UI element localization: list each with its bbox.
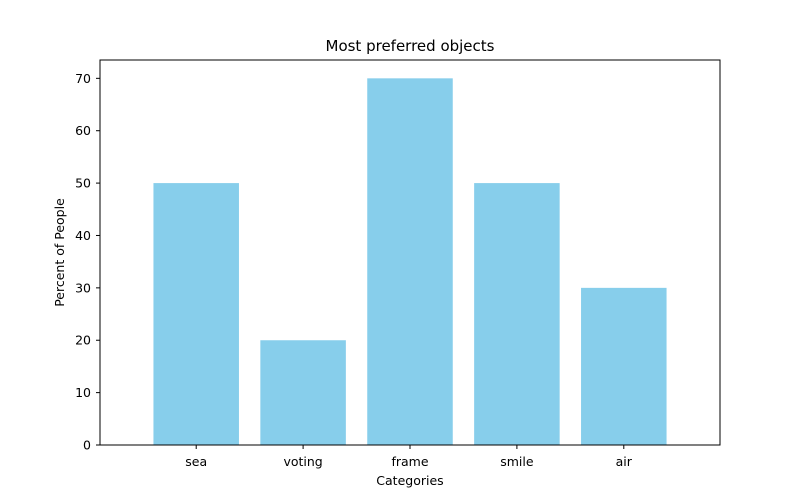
chart-title: Most preferred objects: [326, 37, 495, 55]
y-tick-label: 30: [75, 280, 91, 295]
x-tick-label: smile: [500, 454, 534, 469]
bar-sea: [153, 183, 239, 445]
x-tick-label: voting: [283, 454, 322, 469]
x-axis-label: Categories: [376, 473, 443, 488]
bar-frame: [367, 78, 453, 445]
y-axis-label: Percent of People: [52, 198, 67, 307]
y-tick-label: 50: [75, 176, 91, 191]
bar-air: [581, 287, 667, 445]
x-tick-label: sea: [185, 454, 207, 469]
y-tick-label: 60: [75, 123, 91, 138]
x-axis-ticks: sea voting frame smile air: [185, 445, 633, 469]
bar-smile: [474, 183, 560, 445]
plot-area-frame: [99, 59, 721, 446]
y-axis-ticks: 0 10 20 30 40 50 60 70: [75, 71, 100, 453]
x-tick-label: frame: [391, 454, 428, 469]
y-tick-label: 70: [75, 71, 91, 86]
y-tick-label: 40: [75, 228, 91, 243]
y-tick-label: 10: [75, 385, 91, 400]
y-tick-label: 0: [83, 438, 91, 453]
bars-group: [153, 78, 667, 445]
bar-voting: [260, 340, 346, 445]
x-tick-label: air: [616, 454, 633, 469]
y-tick-label: 20: [75, 333, 91, 348]
